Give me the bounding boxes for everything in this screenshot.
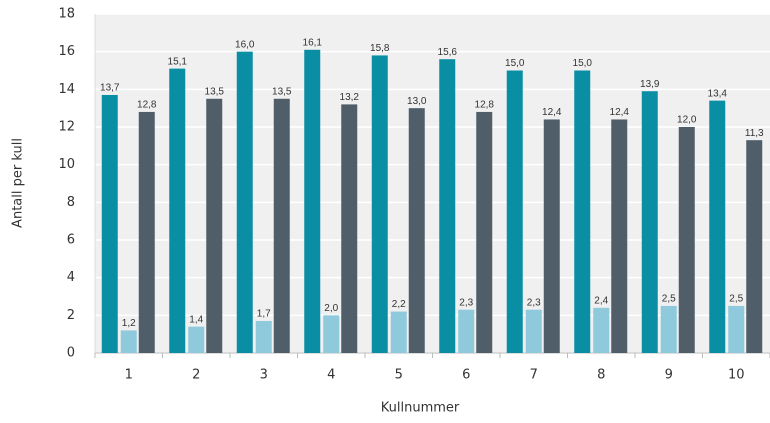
x-tick-label: 6 bbox=[462, 368, 470, 383]
bar bbox=[506, 70, 523, 353]
x-tick-label: 4 bbox=[327, 368, 335, 383]
value-label: 2,0 bbox=[324, 303, 338, 314]
bar bbox=[439, 59, 456, 353]
x-tick-label: 7 bbox=[530, 368, 538, 383]
bar bbox=[169, 68, 186, 353]
value-label: 2,4 bbox=[594, 295, 608, 306]
value-label: 13,2 bbox=[340, 92, 360, 103]
value-label: 1,2 bbox=[122, 318, 136, 329]
bar bbox=[390, 311, 407, 353]
x-tick-label: 3 bbox=[260, 368, 268, 383]
y-tick-label: 10 bbox=[58, 157, 75, 172]
value-label: 15,6 bbox=[438, 47, 458, 58]
bar bbox=[660, 305, 677, 353]
y-tick-label: 12 bbox=[58, 120, 75, 135]
bar bbox=[273, 98, 290, 353]
x-tick-label: 1 bbox=[125, 368, 133, 383]
value-label: 2,3 bbox=[459, 297, 473, 308]
value-label: 15,8 bbox=[370, 43, 390, 54]
bar bbox=[371, 55, 388, 353]
value-label: 13,0 bbox=[407, 96, 427, 107]
value-label: 15,0 bbox=[573, 58, 593, 69]
value-label: 2,2 bbox=[392, 299, 406, 310]
bar bbox=[341, 104, 358, 354]
value-label: 12,4 bbox=[610, 107, 630, 118]
value-label: 12,8 bbox=[137, 100, 157, 111]
value-label: 12,4 bbox=[542, 107, 562, 118]
y-axis-label: Antall per kull bbox=[11, 138, 26, 228]
value-label: 13,5 bbox=[272, 86, 292, 97]
bar bbox=[188, 326, 205, 353]
bar bbox=[593, 307, 610, 353]
bar bbox=[476, 111, 493, 353]
y-tick-label: 16 bbox=[58, 44, 75, 59]
y-tick-label: 14 bbox=[58, 82, 75, 97]
bar bbox=[408, 108, 425, 354]
bar bbox=[138, 111, 155, 353]
x-tick-label: 10 bbox=[728, 368, 745, 383]
x-axis-label: Kullnummer bbox=[381, 401, 460, 416]
value-label: 13,9 bbox=[640, 79, 660, 90]
x-tick-label: 5 bbox=[395, 368, 403, 383]
y-tick-label: 8 bbox=[67, 195, 75, 210]
y-tick-label: 2 bbox=[67, 308, 75, 323]
value-label: 16,0 bbox=[235, 39, 255, 50]
bar bbox=[641, 91, 658, 353]
value-label: 13,7 bbox=[100, 83, 120, 94]
value-label: 12,0 bbox=[677, 115, 697, 126]
bar bbox=[120, 330, 137, 353]
value-label: 2,5 bbox=[729, 294, 743, 305]
y-tick-label: 0 bbox=[67, 346, 75, 361]
bar bbox=[709, 100, 726, 353]
bar bbox=[236, 51, 253, 354]
bar bbox=[101, 94, 118, 353]
x-tick-label: 2 bbox=[192, 368, 200, 383]
bar bbox=[525, 309, 542, 353]
value-label: 2,5 bbox=[662, 294, 676, 305]
bar bbox=[574, 70, 591, 353]
bar bbox=[678, 127, 695, 353]
x-tick-label: 9 bbox=[665, 368, 673, 383]
bar bbox=[746, 140, 763, 353]
bar bbox=[543, 119, 560, 353]
value-label: 15,1 bbox=[168, 56, 188, 67]
bar bbox=[458, 309, 475, 353]
value-label: 12,8 bbox=[475, 100, 495, 111]
bar bbox=[611, 119, 628, 353]
value-label: 1,4 bbox=[189, 314, 203, 325]
value-label: 16,1 bbox=[303, 37, 323, 48]
bar bbox=[304, 49, 321, 354]
y-tick-label: 18 bbox=[58, 7, 75, 22]
value-label: 13,4 bbox=[708, 88, 728, 99]
value-label: 1,7 bbox=[257, 309, 271, 320]
bar bbox=[323, 315, 340, 353]
bar bbox=[206, 98, 223, 353]
value-label: 15,0 bbox=[505, 58, 525, 69]
bar bbox=[728, 305, 745, 353]
value-label: 2,3 bbox=[527, 297, 541, 308]
value-label: 13,5 bbox=[205, 86, 225, 97]
bar bbox=[255, 320, 272, 353]
value-label: 11,3 bbox=[745, 128, 764, 139]
x-tick-label: 8 bbox=[597, 368, 605, 383]
y-tick-label: 6 bbox=[67, 233, 75, 248]
y-tick-label: 4 bbox=[67, 270, 75, 285]
